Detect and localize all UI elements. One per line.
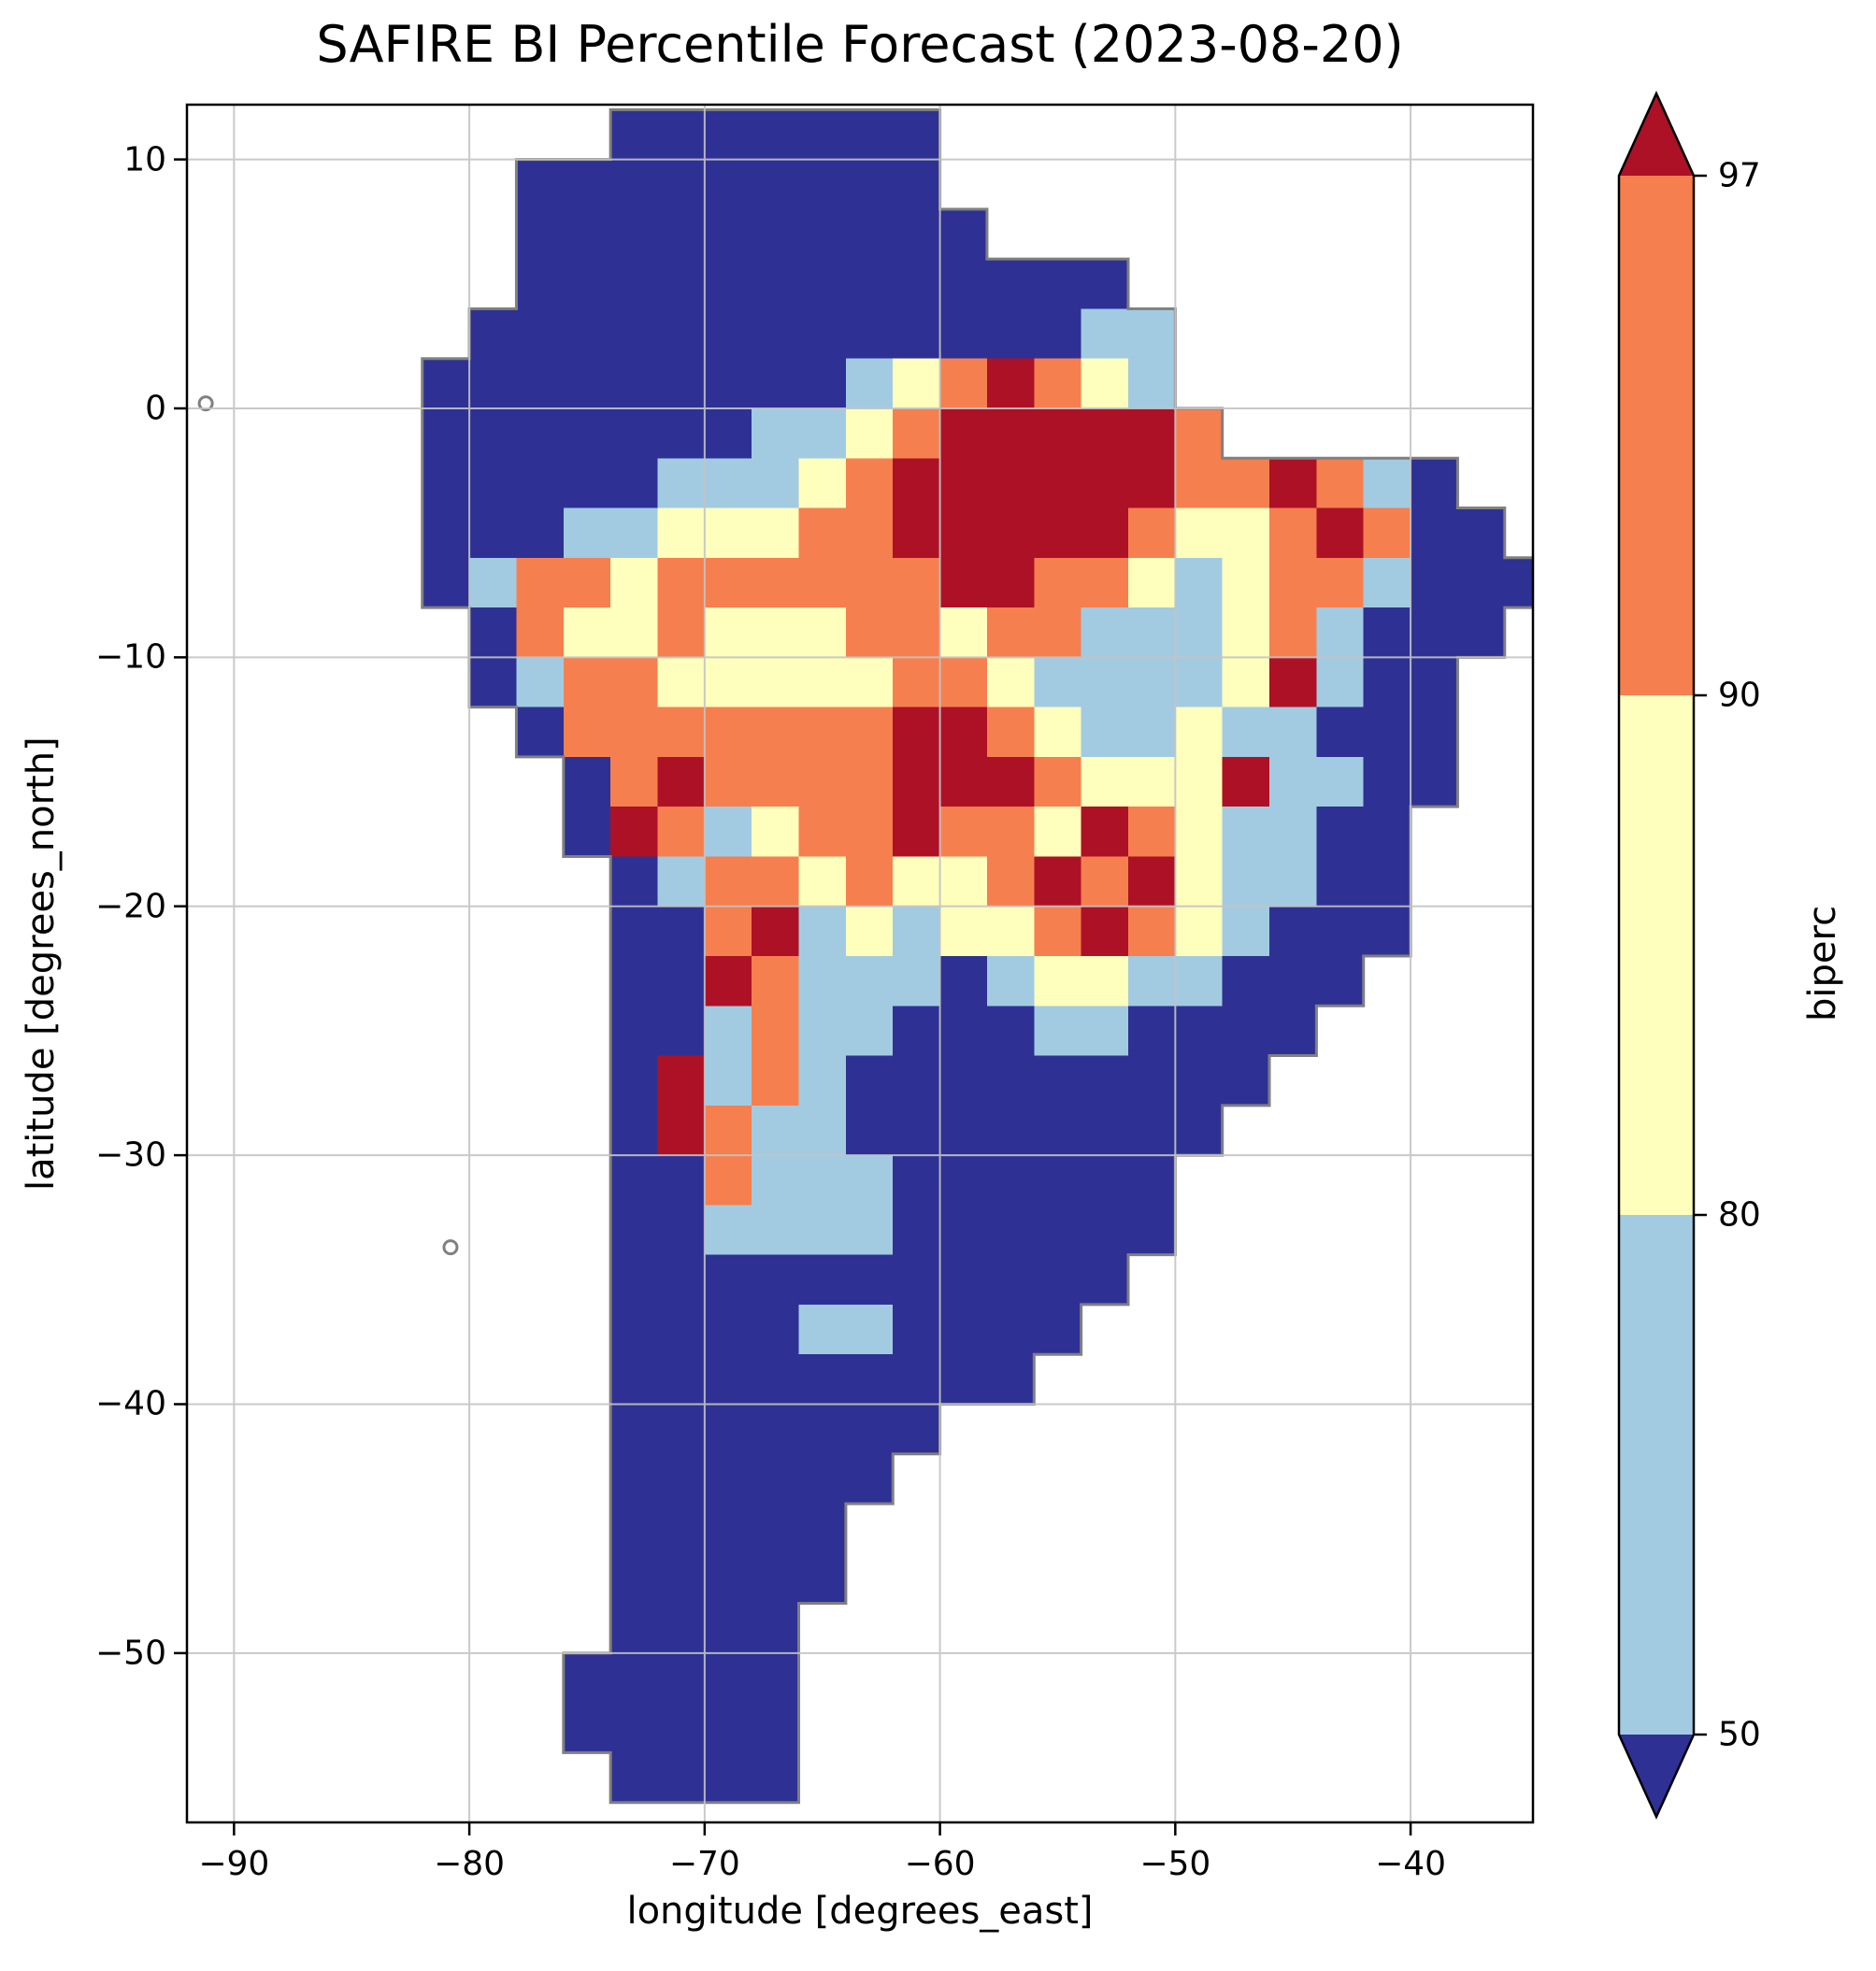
y-tick-label: −40 — [95, 1384, 166, 1423]
colorbar-label: biperc — [1801, 905, 1844, 1022]
y-tick-label: −50 — [95, 1634, 166, 1673]
grid-lines — [187, 105, 1533, 1822]
plot-frame — [185, 103, 1535, 1824]
colorbar-band — [1619, 176, 1694, 696]
colorbar-tick-label: 97 — [1718, 156, 1761, 195]
colorbar-tick-label: 80 — [1718, 1195, 1761, 1235]
colorbar-under-arrow — [1619, 1735, 1694, 1817]
island-markers — [197, 395, 459, 1256]
colorbar-band — [1619, 695, 1694, 1216]
raster-cells — [422, 109, 1533, 1804]
colorbar-tick-label: 50 — [1718, 1715, 1761, 1754]
axis-ticks — [174, 158, 1412, 1835]
y-tick-label: 0 — [145, 389, 166, 428]
colorbar-ticks — [1694, 174, 1707, 1736]
y-axis-label: latitude [degrees_north] — [20, 736, 63, 1191]
colorbar-tick-label: 90 — [1718, 676, 1761, 715]
y-tick-label: −10 — [95, 637, 166, 677]
y-tick-label: −20 — [95, 887, 166, 926]
colorbar-band — [1619, 1215, 1694, 1735]
x-tick-label: −80 — [434, 1845, 506, 1883]
y-tick-label: −30 — [95, 1135, 166, 1175]
x-tick-label: −70 — [668, 1845, 740, 1883]
y-tick-label: 10 — [123, 140, 166, 179]
chart-title: SAFIRE BI Percentile Forecast (2023-08-2… — [316, 15, 1404, 74]
x-tick-label: −40 — [1375, 1845, 1447, 1883]
island-marker — [442, 1239, 459, 1256]
x-tick-label: −90 — [198, 1845, 270, 1883]
x-tick-label: −50 — [1139, 1845, 1211, 1883]
x-tick-label: −60 — [904, 1845, 976, 1883]
island-marker — [197, 395, 214, 412]
colorbar-over-arrow — [1619, 93, 1694, 176]
x-axis-label: longitude [degrees_east] — [626, 1890, 1094, 1933]
